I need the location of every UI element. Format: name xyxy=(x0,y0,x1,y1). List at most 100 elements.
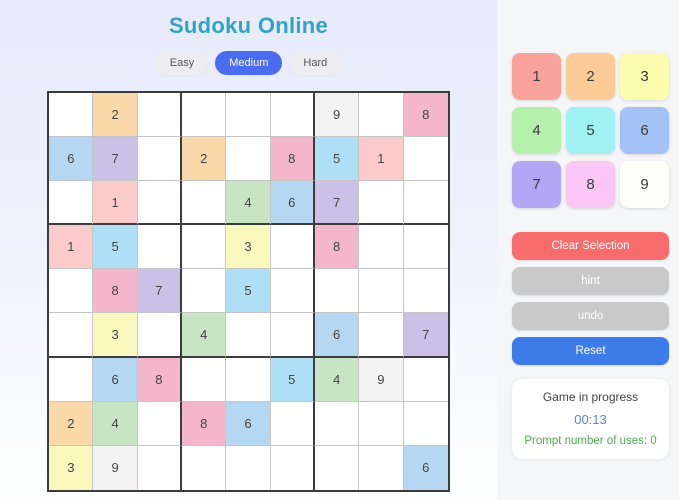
numpad-button-6[interactable]: 6 xyxy=(620,107,669,154)
grid-cell-r4c2[interactable]: 5 xyxy=(93,225,138,270)
numpad-button-5[interactable]: 5 xyxy=(566,107,615,154)
grid-cell-r8c5[interactable]: 6 xyxy=(226,401,271,446)
grid-cell-r8c1[interactable]: 2 xyxy=(49,401,94,446)
undo-button[interactable]: undo xyxy=(512,302,669,330)
grid-cell-r1c9[interactable]: 8 xyxy=(403,93,448,138)
grid-cell-r2c6[interactable]: 8 xyxy=(270,137,315,182)
numpad-button-9[interactable]: 9 xyxy=(620,161,669,208)
grid-cell-r9c8[interactable] xyxy=(359,445,404,490)
difficulty-easy[interactable]: Easy xyxy=(155,51,209,75)
grid-cell-r4c5[interactable]: 3 xyxy=(226,225,271,270)
grid-cell-r1c3[interactable] xyxy=(137,93,183,138)
reset-button[interactable]: Reset xyxy=(512,337,669,365)
grid-cell-r1c4[interactable] xyxy=(182,93,227,138)
grid-cell-r7c5[interactable] xyxy=(226,357,271,402)
grid-cell-r8c4[interactable]: 8 xyxy=(182,401,227,446)
grid-cell-r2c4[interactable]: 2 xyxy=(182,137,227,182)
grid-cell-r7c1[interactable] xyxy=(49,357,94,402)
grid-cell-r8c7[interactable] xyxy=(314,401,360,446)
numpad-button-3[interactable]: 3 xyxy=(620,53,669,100)
grid-cell-r9c2[interactable]: 9 xyxy=(93,445,138,490)
numpad-button-4[interactable]: 4 xyxy=(512,107,561,154)
grid-cell-r4c8[interactable] xyxy=(359,225,404,270)
grid-cell-r6c3[interactable] xyxy=(137,313,183,358)
grid-cell-r5c8[interactable] xyxy=(359,269,404,314)
numpad-button-1[interactable]: 1 xyxy=(512,53,561,100)
grid-cell-r6c2[interactable]: 3 xyxy=(93,313,138,358)
grid-cell-r9c9[interactable]: 6 xyxy=(403,445,448,490)
prompt-uses: Prompt number of uses: 0 xyxy=(524,435,657,447)
grid-cell-r2c7[interactable]: 5 xyxy=(314,137,360,182)
grid-cell-r7c7[interactable]: 4 xyxy=(314,357,360,402)
grid-cell-r5c9[interactable] xyxy=(403,269,448,314)
hint-button[interactable]: hint xyxy=(512,267,669,295)
grid-cell-r9c4[interactable] xyxy=(182,445,227,490)
difficulty-medium[interactable]: Medium xyxy=(215,51,283,75)
grid-cell-r9c1[interactable]: 3 xyxy=(49,445,94,490)
grid-cell-r8c2[interactable]: 4 xyxy=(93,401,138,446)
grid-cell-r1c7[interactable]: 9 xyxy=(314,93,360,138)
grid-cell-r1c5[interactable] xyxy=(226,93,271,138)
grid-cell-r4c4[interactable] xyxy=(182,225,227,270)
grid-cell-r6c5[interactable] xyxy=(226,313,271,358)
grid-cell-r1c2[interactable]: 2 xyxy=(93,93,138,138)
grid-cell-r3c4[interactable] xyxy=(182,181,227,226)
grid-cell-r6c1[interactable] xyxy=(49,313,94,358)
grid-cell-r4c3[interactable] xyxy=(137,225,183,270)
grid-cell-r7c2[interactable]: 6 xyxy=(93,357,138,402)
grid-cell-r5c7[interactable] xyxy=(314,269,360,314)
grid-cell-r4c6[interactable] xyxy=(270,225,315,270)
difficulty-hard[interactable]: Hard xyxy=(289,51,342,75)
grid-cell-r3c5[interactable]: 4 xyxy=(226,181,271,226)
grid-cell-r8c8[interactable] xyxy=(359,401,404,446)
grid-cell-r9c7[interactable] xyxy=(314,445,360,490)
grid-cell-r2c1[interactable]: 6 xyxy=(49,137,94,182)
grid-cell-r5c5[interactable]: 5 xyxy=(226,269,271,314)
grid-cell-r8c6[interactable] xyxy=(270,401,315,446)
grid-cell-r5c2[interactable]: 8 xyxy=(93,269,138,314)
grid-cell-r8c9[interactable] xyxy=(403,401,448,446)
grid-cell-r6c6[interactable] xyxy=(270,313,315,358)
grid-cell-r6c8[interactable] xyxy=(359,313,404,358)
grid-cell-r9c5[interactable] xyxy=(226,445,271,490)
clear-selection-button[interactable]: Clear Selection xyxy=(512,232,669,260)
grid-cell-r3c1[interactable] xyxy=(49,181,94,226)
grid-cell-r7c9[interactable] xyxy=(403,357,448,402)
grid-cell-r7c3[interactable]: 8 xyxy=(137,357,183,402)
grid-cell-r6c4[interactable]: 4 xyxy=(182,313,227,358)
numpad-button-8[interactable]: 8 xyxy=(566,161,615,208)
numpad-button-7[interactable]: 7 xyxy=(512,161,561,208)
grid-cell-r1c6[interactable] xyxy=(270,93,315,138)
grid-cell-r8c3[interactable] xyxy=(137,401,183,446)
grid-cell-r3c3[interactable] xyxy=(137,181,183,226)
grid-cell-r3c7[interactable]: 7 xyxy=(314,181,360,226)
grid-cell-r1c8[interactable] xyxy=(359,93,404,138)
grid-cell-r5c4[interactable] xyxy=(182,269,227,314)
grid-cell-r7c8[interactable]: 9 xyxy=(359,357,404,402)
grid-cell-r4c1[interactable]: 1 xyxy=(49,225,94,270)
grid-cell-r7c4[interactable] xyxy=(182,357,227,402)
grid-cell-r3c6[interactable]: 6 xyxy=(270,181,315,226)
grid-cell-r6c9[interactable]: 7 xyxy=(403,313,448,358)
grid-cell-r3c2[interactable]: 1 xyxy=(93,181,138,226)
grid-cell-r9c6[interactable] xyxy=(270,445,315,490)
grid-cell-r2c8[interactable]: 1 xyxy=(359,137,404,182)
grid-cell-r1c1[interactable] xyxy=(49,93,94,138)
grid-cell-r5c6[interactable] xyxy=(270,269,315,314)
grid-cell-r6c7[interactable]: 6 xyxy=(314,313,360,358)
grid-cell-r2c9[interactable] xyxy=(403,137,448,182)
grid-cell-r3c8[interactable] xyxy=(359,181,404,226)
grid-cell-r4c7[interactable]: 8 xyxy=(314,225,360,270)
grid-cell-r2c2[interactable]: 7 xyxy=(93,137,138,182)
numpad-button-2[interactable]: 2 xyxy=(566,53,615,100)
grid-cell-r7c6[interactable]: 5 xyxy=(270,357,315,402)
grid-cell-r5c1[interactable] xyxy=(49,269,94,314)
grid-cell-r5c3[interactable]: 7 xyxy=(137,269,183,314)
grid-cell-r4c9[interactable] xyxy=(403,225,448,270)
grid-cell-r2c5[interactable] xyxy=(226,137,271,182)
grid-cell-r9c3[interactable] xyxy=(137,445,183,490)
grid-cell-r2c3[interactable] xyxy=(137,137,183,182)
grid-cell-r3c9[interactable] xyxy=(403,181,448,226)
